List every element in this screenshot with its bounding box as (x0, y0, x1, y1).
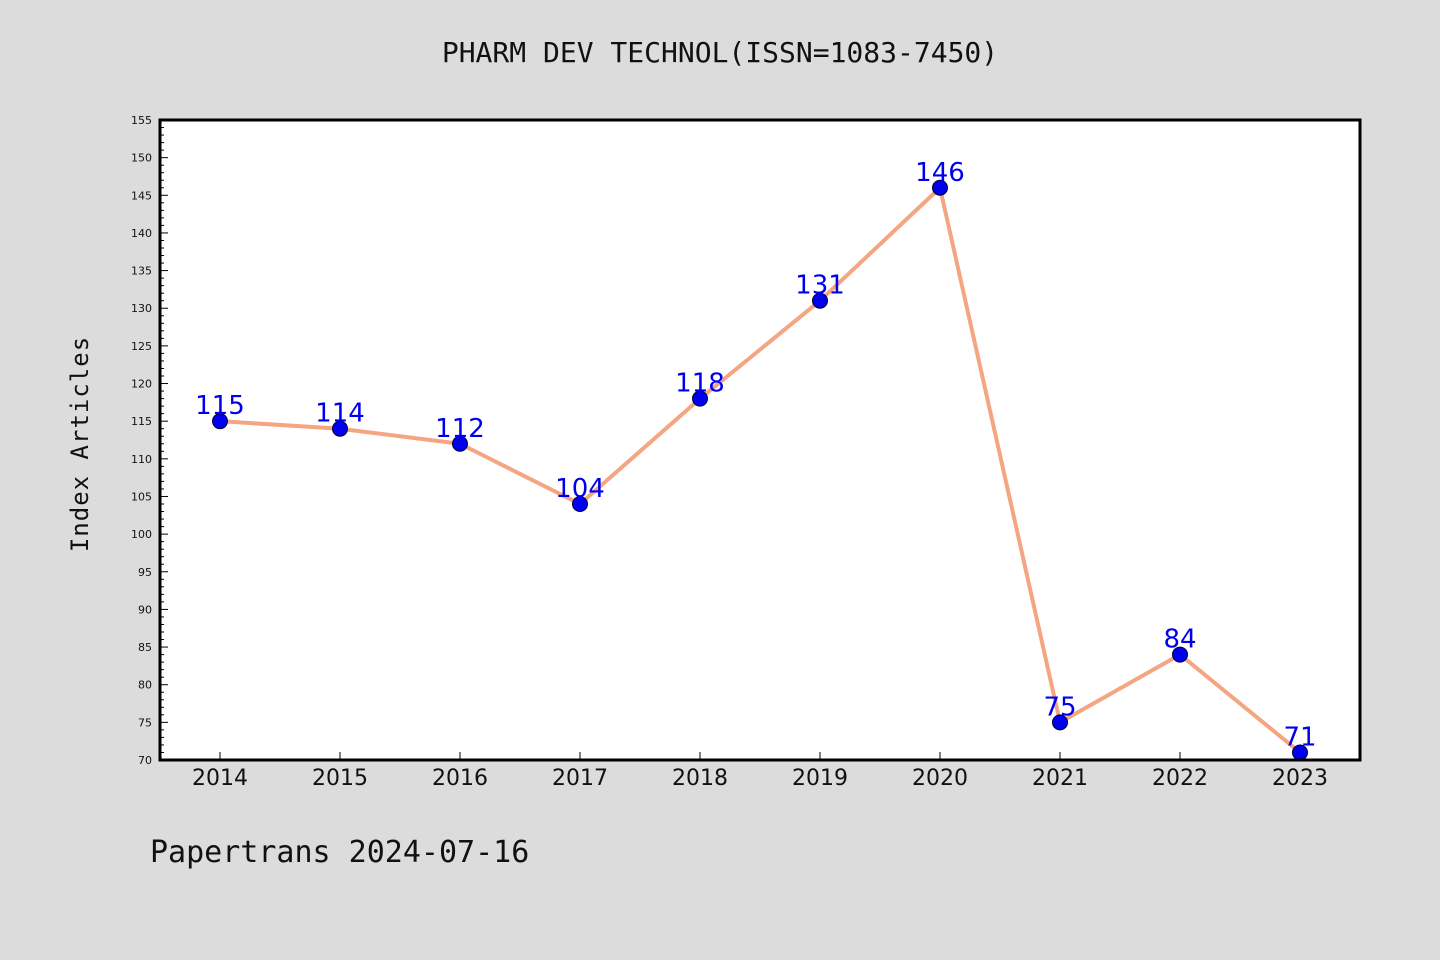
series-line-group (219, 185, 1302, 755)
data-point (572, 496, 588, 512)
y-tick-label: 70 (138, 754, 152, 767)
y-tick-label: 75 (138, 716, 152, 729)
x-axis-ticks: 2014 2015 2016 2017 2018 2019 2020 2021 2022 2023 (192, 752, 1328, 791)
y-tick-label: 115 (131, 415, 152, 428)
data-labels: 115 114 112 104 118 131 146 75 84 71 (195, 158, 1316, 753)
y-tick-label: 130 (131, 302, 152, 315)
data-label: 71 (1283, 722, 1316, 752)
data-label: 118 (675, 369, 725, 399)
data-label: 146 (915, 158, 965, 188)
y-tick-label: 100 (131, 528, 152, 541)
x-tick-label: 2021 (1032, 766, 1088, 791)
data-label: 114 (315, 399, 365, 429)
x-tick-label: 2017 (552, 766, 608, 791)
data-label: 112 (435, 414, 485, 444)
y-tick-label: 155 (131, 114, 152, 127)
y-tick-label: 95 (138, 566, 152, 579)
y-tick-label: 150 (131, 152, 152, 165)
series-line (219, 185, 1302, 755)
data-label: 131 (795, 271, 845, 301)
footer-credit: Papertrans 2024-07-16 (150, 835, 530, 870)
data-point (692, 390, 708, 407)
y-tick-label: 125 (131, 340, 152, 353)
data-point (452, 435, 468, 452)
y-tick-label: 90 (138, 603, 152, 616)
data-point (1172, 646, 1188, 663)
y-axis-ticks: 70 75 80 85 90 95 100 105 110 115 120 125 130 135 140 1… (131, 114, 168, 767)
y-tick-label: 140 (131, 227, 152, 240)
plot-area (160, 120, 1360, 760)
y-tick-label: 145 (131, 189, 152, 202)
data-label: 84 (1163, 625, 1196, 655)
data-point (932, 179, 948, 196)
y-tick-label: 135 (131, 265, 152, 278)
y-tick-label: 85 (138, 641, 152, 654)
data-point (1052, 714, 1068, 731)
data-markers (212, 179, 1308, 761)
x-tick-label: 2014 (192, 766, 248, 791)
data-label: 104 (555, 474, 605, 504)
y-tick-label: 110 (131, 453, 152, 466)
data-point (332, 420, 348, 437)
x-tick-label: 2018 (672, 766, 728, 791)
data-point (212, 413, 228, 430)
x-tick-label: 2016 (432, 766, 488, 791)
x-tick-label: 2019 (792, 766, 848, 791)
x-tick-label: 2015 (312, 766, 368, 791)
data-label: 115 (195, 391, 245, 421)
y-tick-label: 120 (131, 378, 152, 391)
x-tick-label: 2023 (1272, 766, 1328, 791)
x-tick-label: 2020 (912, 766, 968, 791)
plot-frame (158, 118, 1362, 762)
x-tick-label: 2022 (1152, 766, 1208, 791)
data-point (812, 292, 828, 309)
chart-title: PHARM DEV TECHNOL(ISSN=1083-7450) (441, 36, 999, 69)
y-tick-label: 105 (131, 490, 152, 503)
data-label: 75 (1043, 692, 1076, 722)
y-tick-label: 80 (138, 679, 152, 692)
